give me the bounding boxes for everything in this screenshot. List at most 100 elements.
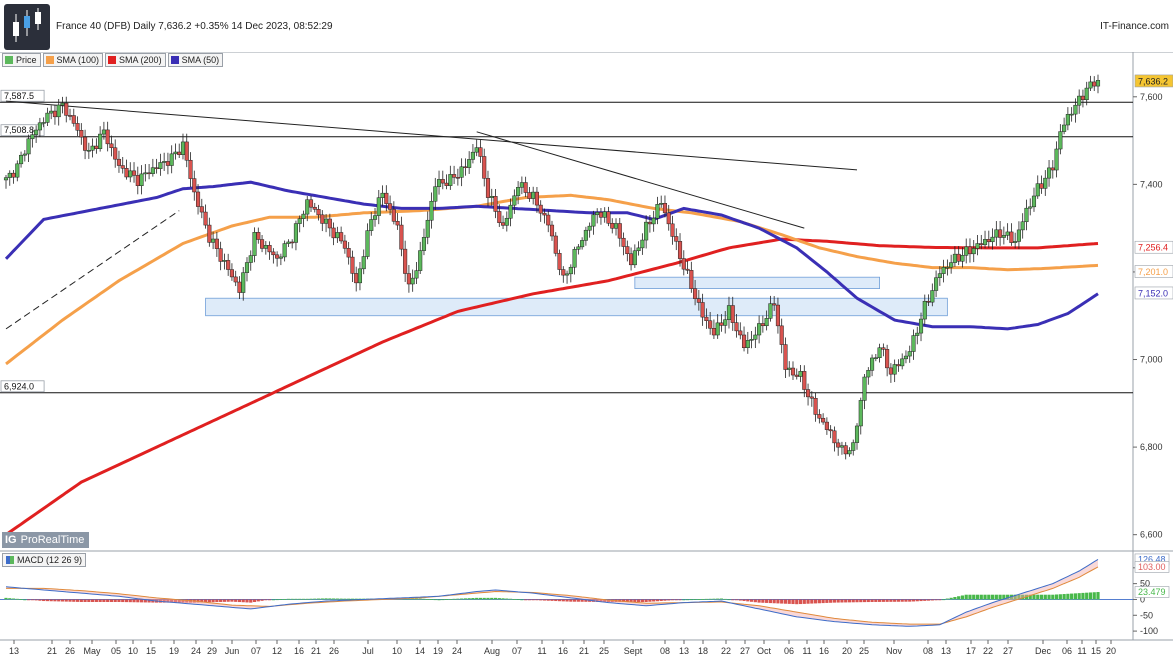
price-axis-labels: 7,636.2 7,256.4 7,201.0 7,152.0 [1134,74,1173,300]
x-tick-label: 15 [1091,646,1101,656]
candle-down [346,248,351,258]
macd-histogram-bar [1077,593,1081,600]
macd-histogram-bar [26,599,31,601]
candle-down [391,209,396,222]
candle-up [429,200,434,221]
macd-histogram-bar [467,598,471,600]
macd-histogram-bar [855,599,859,603]
candle-down [621,237,626,247]
candle-up [907,351,912,357]
macd-histogram-bar [286,598,291,600]
horizontal-level-badge [0,380,45,393]
candle-up [911,335,916,352]
macd-histogram-bar [637,599,641,602]
candle-up [960,255,965,262]
macd-histogram-bar [320,598,324,600]
macd-histogram-bar [640,599,644,602]
legend-item-sma100[interactable]: SMA (100) [42,53,104,67]
macd-histogram-bar [45,599,50,602]
candle-down [670,223,675,237]
legend-label-sma200: SMA (200) [119,55,162,65]
candle-down [195,191,201,207]
candle-up [798,371,803,377]
macd-histogram-bar [704,598,708,600]
candle-down [561,269,566,276]
horizontal-level-badge [0,124,45,137]
x-tick-label: 07 [512,646,522,656]
macd-histogram-bar [900,599,904,602]
candle-up [990,236,995,243]
macd-histogram-bar [667,599,671,601]
candle-up [866,370,871,378]
candle-up [143,172,148,175]
trendline [5,210,180,330]
price-y-tick-label: 6,800 [1140,442,1163,452]
price-candles [3,74,1101,460]
x-tick-label: 08 [923,646,933,656]
x-tick-label: 27 [1003,646,1013,656]
macd-histogram-bar [162,599,166,603]
macd-line [5,558,1099,627]
legend-item-price[interactable]: Price [2,53,41,67]
legend-item-sma200[interactable]: SMA (200) [105,53,166,67]
macd-histogram-bar [505,598,509,600]
candle-up [941,267,946,274]
macd-histogram-bar [768,599,772,604]
macd-histogram-bar [776,599,780,604]
candle-up [1046,167,1052,179]
candle-up [1054,148,1059,171]
macd-histogram-bar [554,599,558,602]
candle-down [192,178,197,193]
candle-up [915,332,920,336]
candle-up [930,290,935,303]
candle-down [354,273,359,284]
macd-histogram-bar [109,599,114,602]
x-tick-label: 16 [819,646,829,656]
x-tick-label: Nov [886,646,903,656]
macd-histogram-bar [934,599,938,601]
candle-up [278,256,283,259]
macd-histogram-bar [441,599,445,601]
candle-up [745,340,750,348]
candle-up [937,273,942,278]
candle-down [399,224,404,250]
candle-up [3,177,9,181]
candle-down [131,170,137,176]
candlestick-logo-icon [4,4,50,50]
macd-histogram-bar [53,599,57,602]
macd-histogram-bar [433,599,437,601]
macd-histogram-bar [132,599,136,603]
x-tick-label: 17 [966,646,976,656]
legend-item-sma50[interactable]: SMA (50) [167,53,224,67]
x-tick-label: 27 [740,646,750,656]
macd-histogram-bar [256,599,260,602]
candle-up [839,445,844,448]
candle-up [263,245,268,249]
macd-y-tick-label: 50 [1140,579,1150,589]
macd-histogram-bar [460,598,464,600]
candle-down [606,211,611,224]
macd-histogram-bar [121,599,125,603]
candle-up [508,204,513,219]
candle-up [357,268,363,284]
macd-histogram-bar [30,599,34,601]
candle-down [546,214,551,226]
macd-histogram-bar [113,599,117,602]
candle-up [293,223,298,243]
candle-down [813,397,818,415]
candle-down [534,191,539,206]
macd-histogram-bar [659,599,663,601]
signal-line [6,566,1099,625]
x-tick-label: 15 [146,646,156,656]
macd-legend-item[interactable]: MACD (12 26 9) [2,553,87,567]
macd-histogram-bar [72,599,76,602]
macd-histogram-bar [953,597,957,600]
macd-histogram-bar [203,599,208,603]
candle-up [380,192,385,198]
macd-histogram-bar [57,599,61,602]
candle-down [497,211,502,223]
macd-histogram-bar [15,598,19,600]
candle-up [297,218,302,224]
candle-up [180,141,186,155]
